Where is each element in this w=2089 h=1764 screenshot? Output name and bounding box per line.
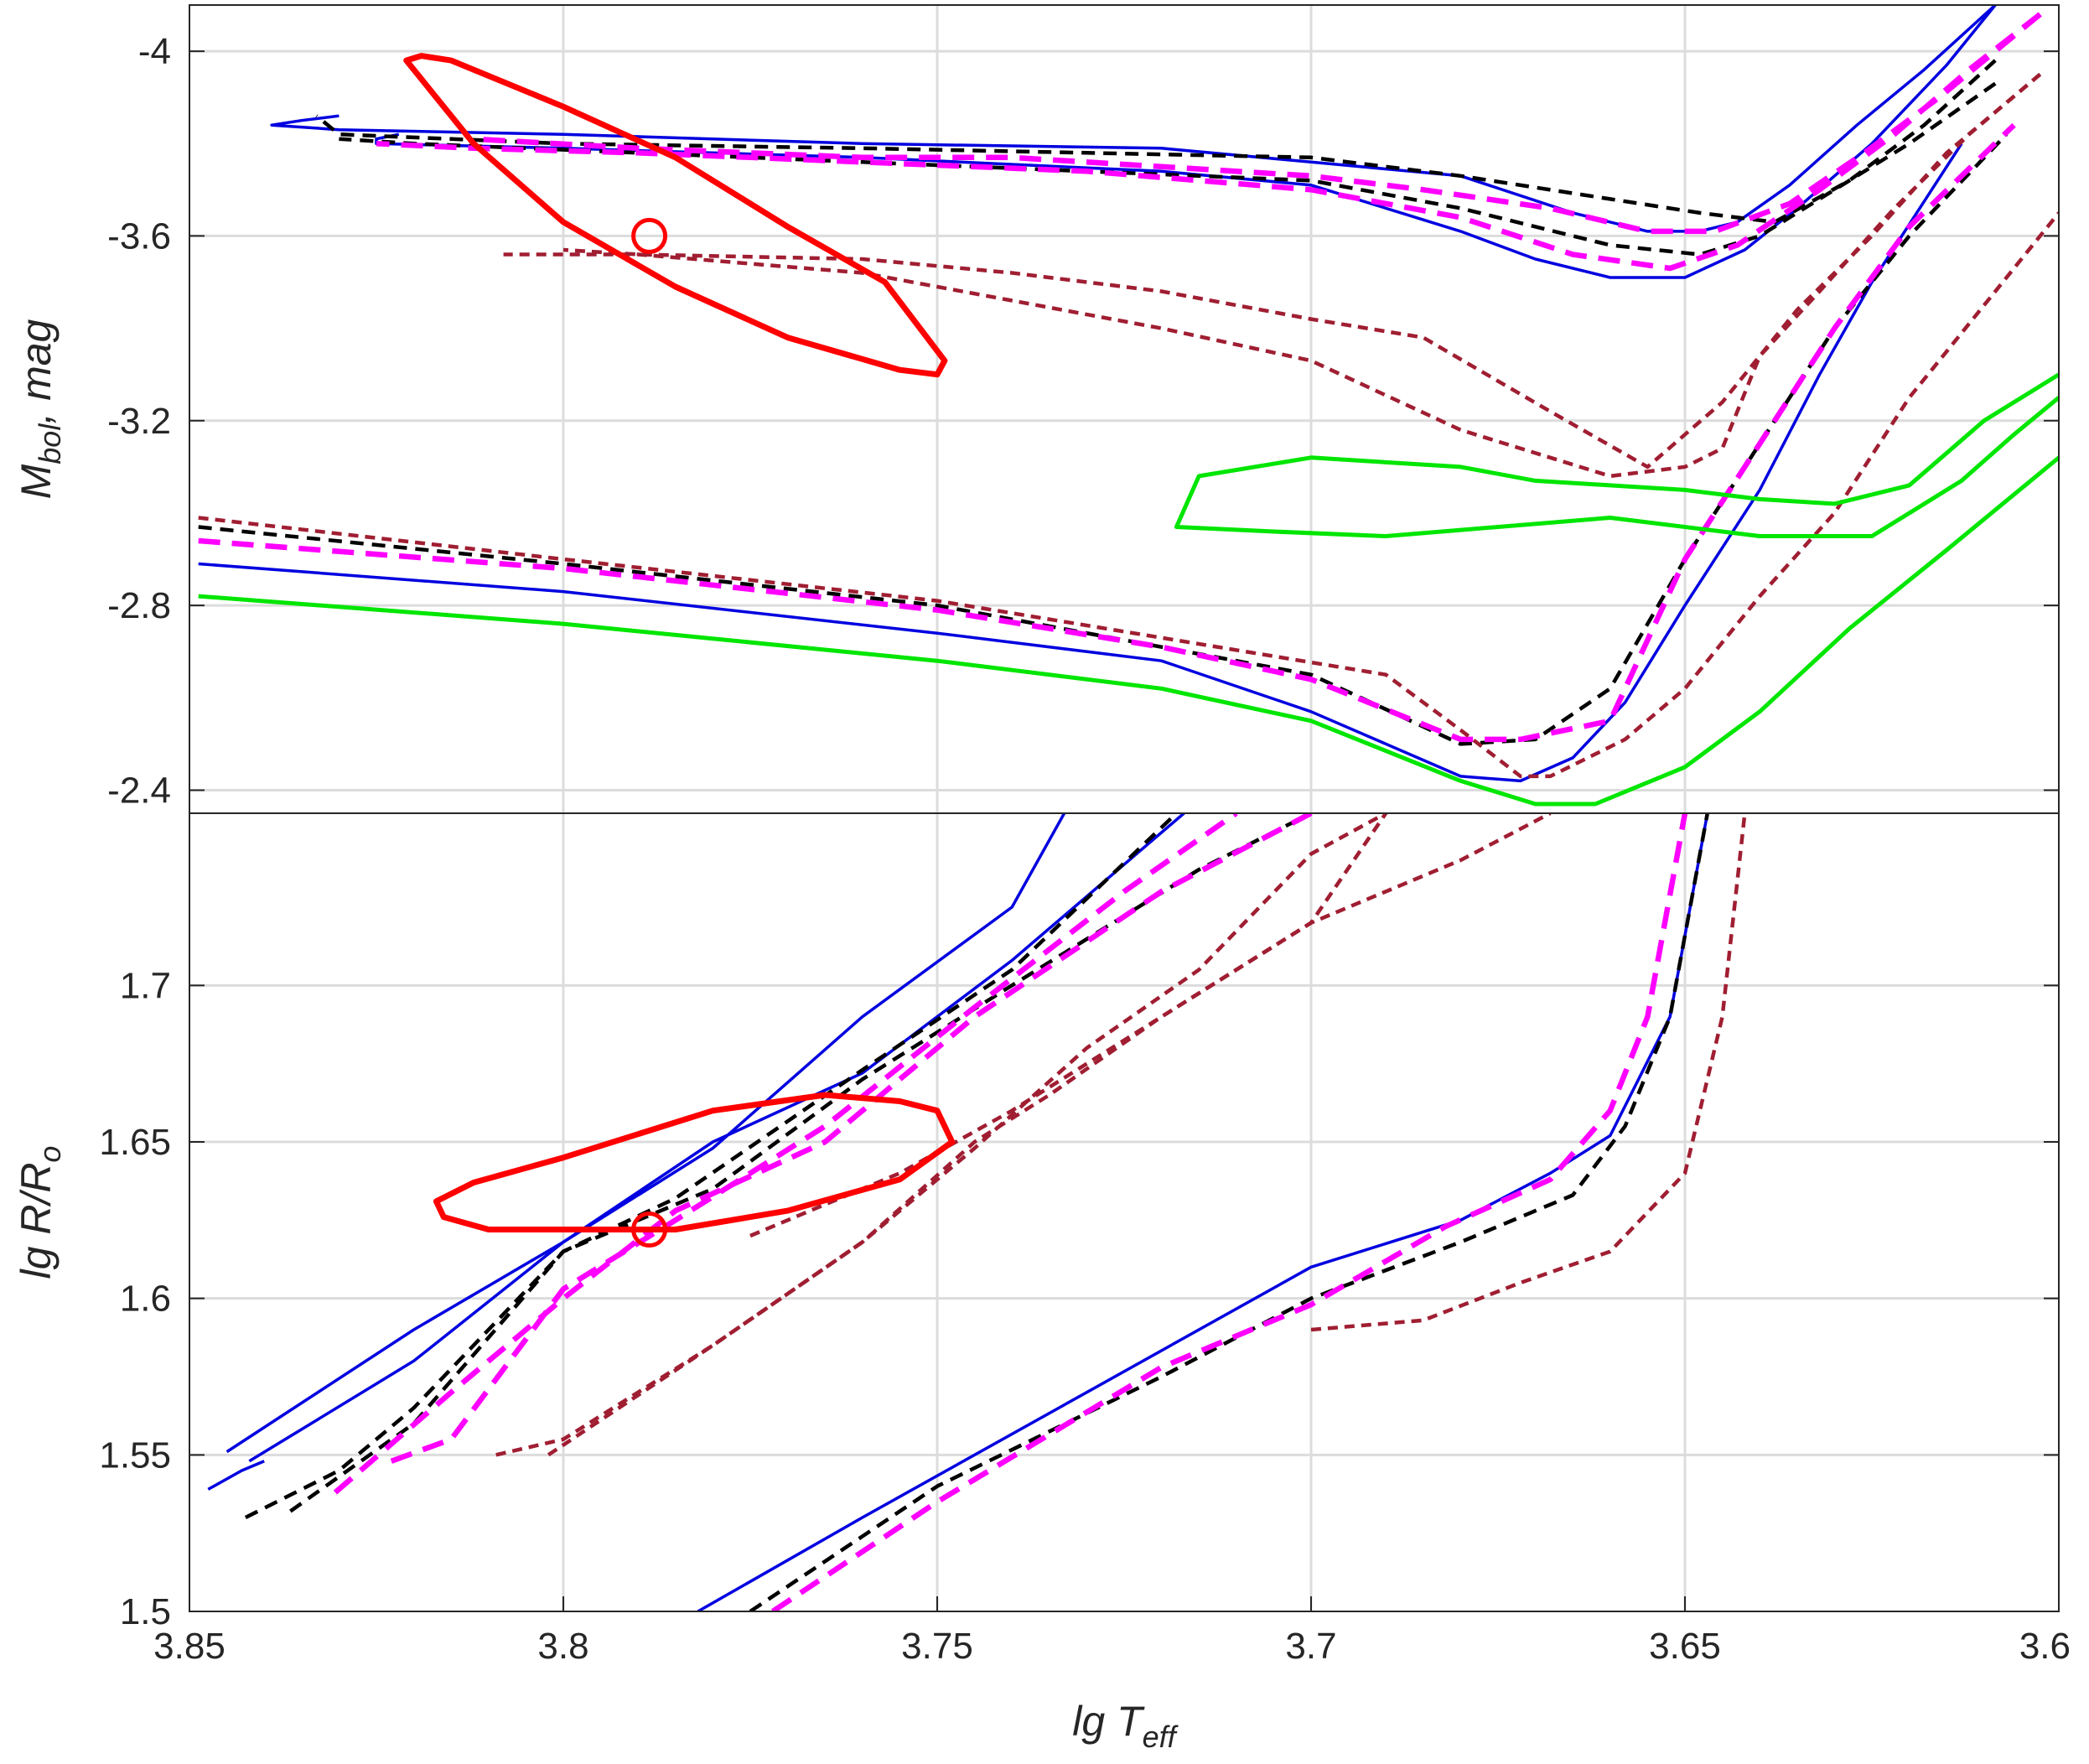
bottom-grid [189, 813, 2059, 1611]
bottom-y-axis-label: lg R/Ro [13, 1146, 67, 1279]
y-tick-label: 1.65 [99, 1122, 171, 1163]
red-marker-marker [631, 1211, 668, 1248]
top-grid [189, 5, 2059, 813]
blue-track [697, 813, 1709, 1611]
red-marker-marker [631, 217, 668, 254]
magenta-track [390, 813, 1238, 1464]
x-tick-label: 3.85 [153, 1626, 225, 1667]
x-tick-label: 3.65 [1649, 1626, 1721, 1667]
red-contour-track [403, 53, 948, 378]
y-tick-label: -3.2 [107, 401, 171, 442]
bottom-panel: 1.5 1.55 1.6 1.65 1.7 3.85 3.8 3.75 3.7 3.65 3.6 [99, 812, 2071, 1667]
y-tick-label: -2.4 [107, 770, 171, 811]
x-tick-label: 3.6 [2019, 1626, 2071, 1667]
black-track [749, 813, 1710, 1611]
darkred-track [562, 72, 2042, 470]
y-tick-label: -3.6 [107, 215, 171, 257]
blue-track [207, 1460, 265, 1491]
top-panel: -4 -3.6 -3.2 -2.8 -2.4 [107, 4, 2060, 814]
darkred-track [198, 211, 2059, 779]
black-track [244, 813, 1178, 1520]
bottom-y-tick-labels: 1.5 1.55 1.6 1.65 1.7 [99, 965, 2059, 1632]
y-tick-label: 1.6 [120, 1279, 171, 1320]
x-tick-label: 3.8 [537, 1626, 588, 1667]
magenta-track [198, 122, 2016, 743]
x-tick-label: 3.7 [1285, 1626, 1336, 1667]
x-tick-label: 3.75 [901, 1626, 973, 1667]
darkred-track [547, 813, 1387, 1457]
top-y-tick-labels: -4 -3.6 -3.2 -2.8 -2.4 [107, 31, 2059, 811]
darkred-track [495, 813, 1388, 1457]
green-track [198, 455, 2059, 807]
green-track [1174, 372, 2059, 538]
bottom-series-layer [207, 813, 1747, 1611]
x-axis-label: lg Teff [1072, 1698, 1179, 1754]
blue-track [225, 813, 1185, 1454]
magenta-track [473, 12, 2042, 235]
y-tick-label: 1.55 [99, 1435, 171, 1476]
red-contour-track [433, 1092, 956, 1232]
magenta-track [770, 813, 1688, 1611]
darkred-track [1310, 813, 1747, 1332]
bottom-plot-frame [189, 812, 2060, 1612]
top-y-axis-label: Mbol, mag [13, 319, 67, 499]
y-tick-label: 1.5 [120, 1591, 171, 1632]
black-track [289, 813, 1313, 1513]
y-tick-label: -2.8 [107, 585, 171, 626]
x-tick-labels: 3.85 3.8 3.75 3.7 3.65 3.6 [153, 1596, 2071, 1667]
magenta-track [333, 813, 1313, 1495]
y-tick-label: 1.7 [120, 965, 171, 1006]
blue-track [198, 143, 1963, 783]
top-series-layer [198, 5, 2059, 807]
darkred-track [749, 813, 1552, 1238]
y-tick-label: -4 [138, 31, 171, 72]
blue-track [248, 813, 1066, 1463]
